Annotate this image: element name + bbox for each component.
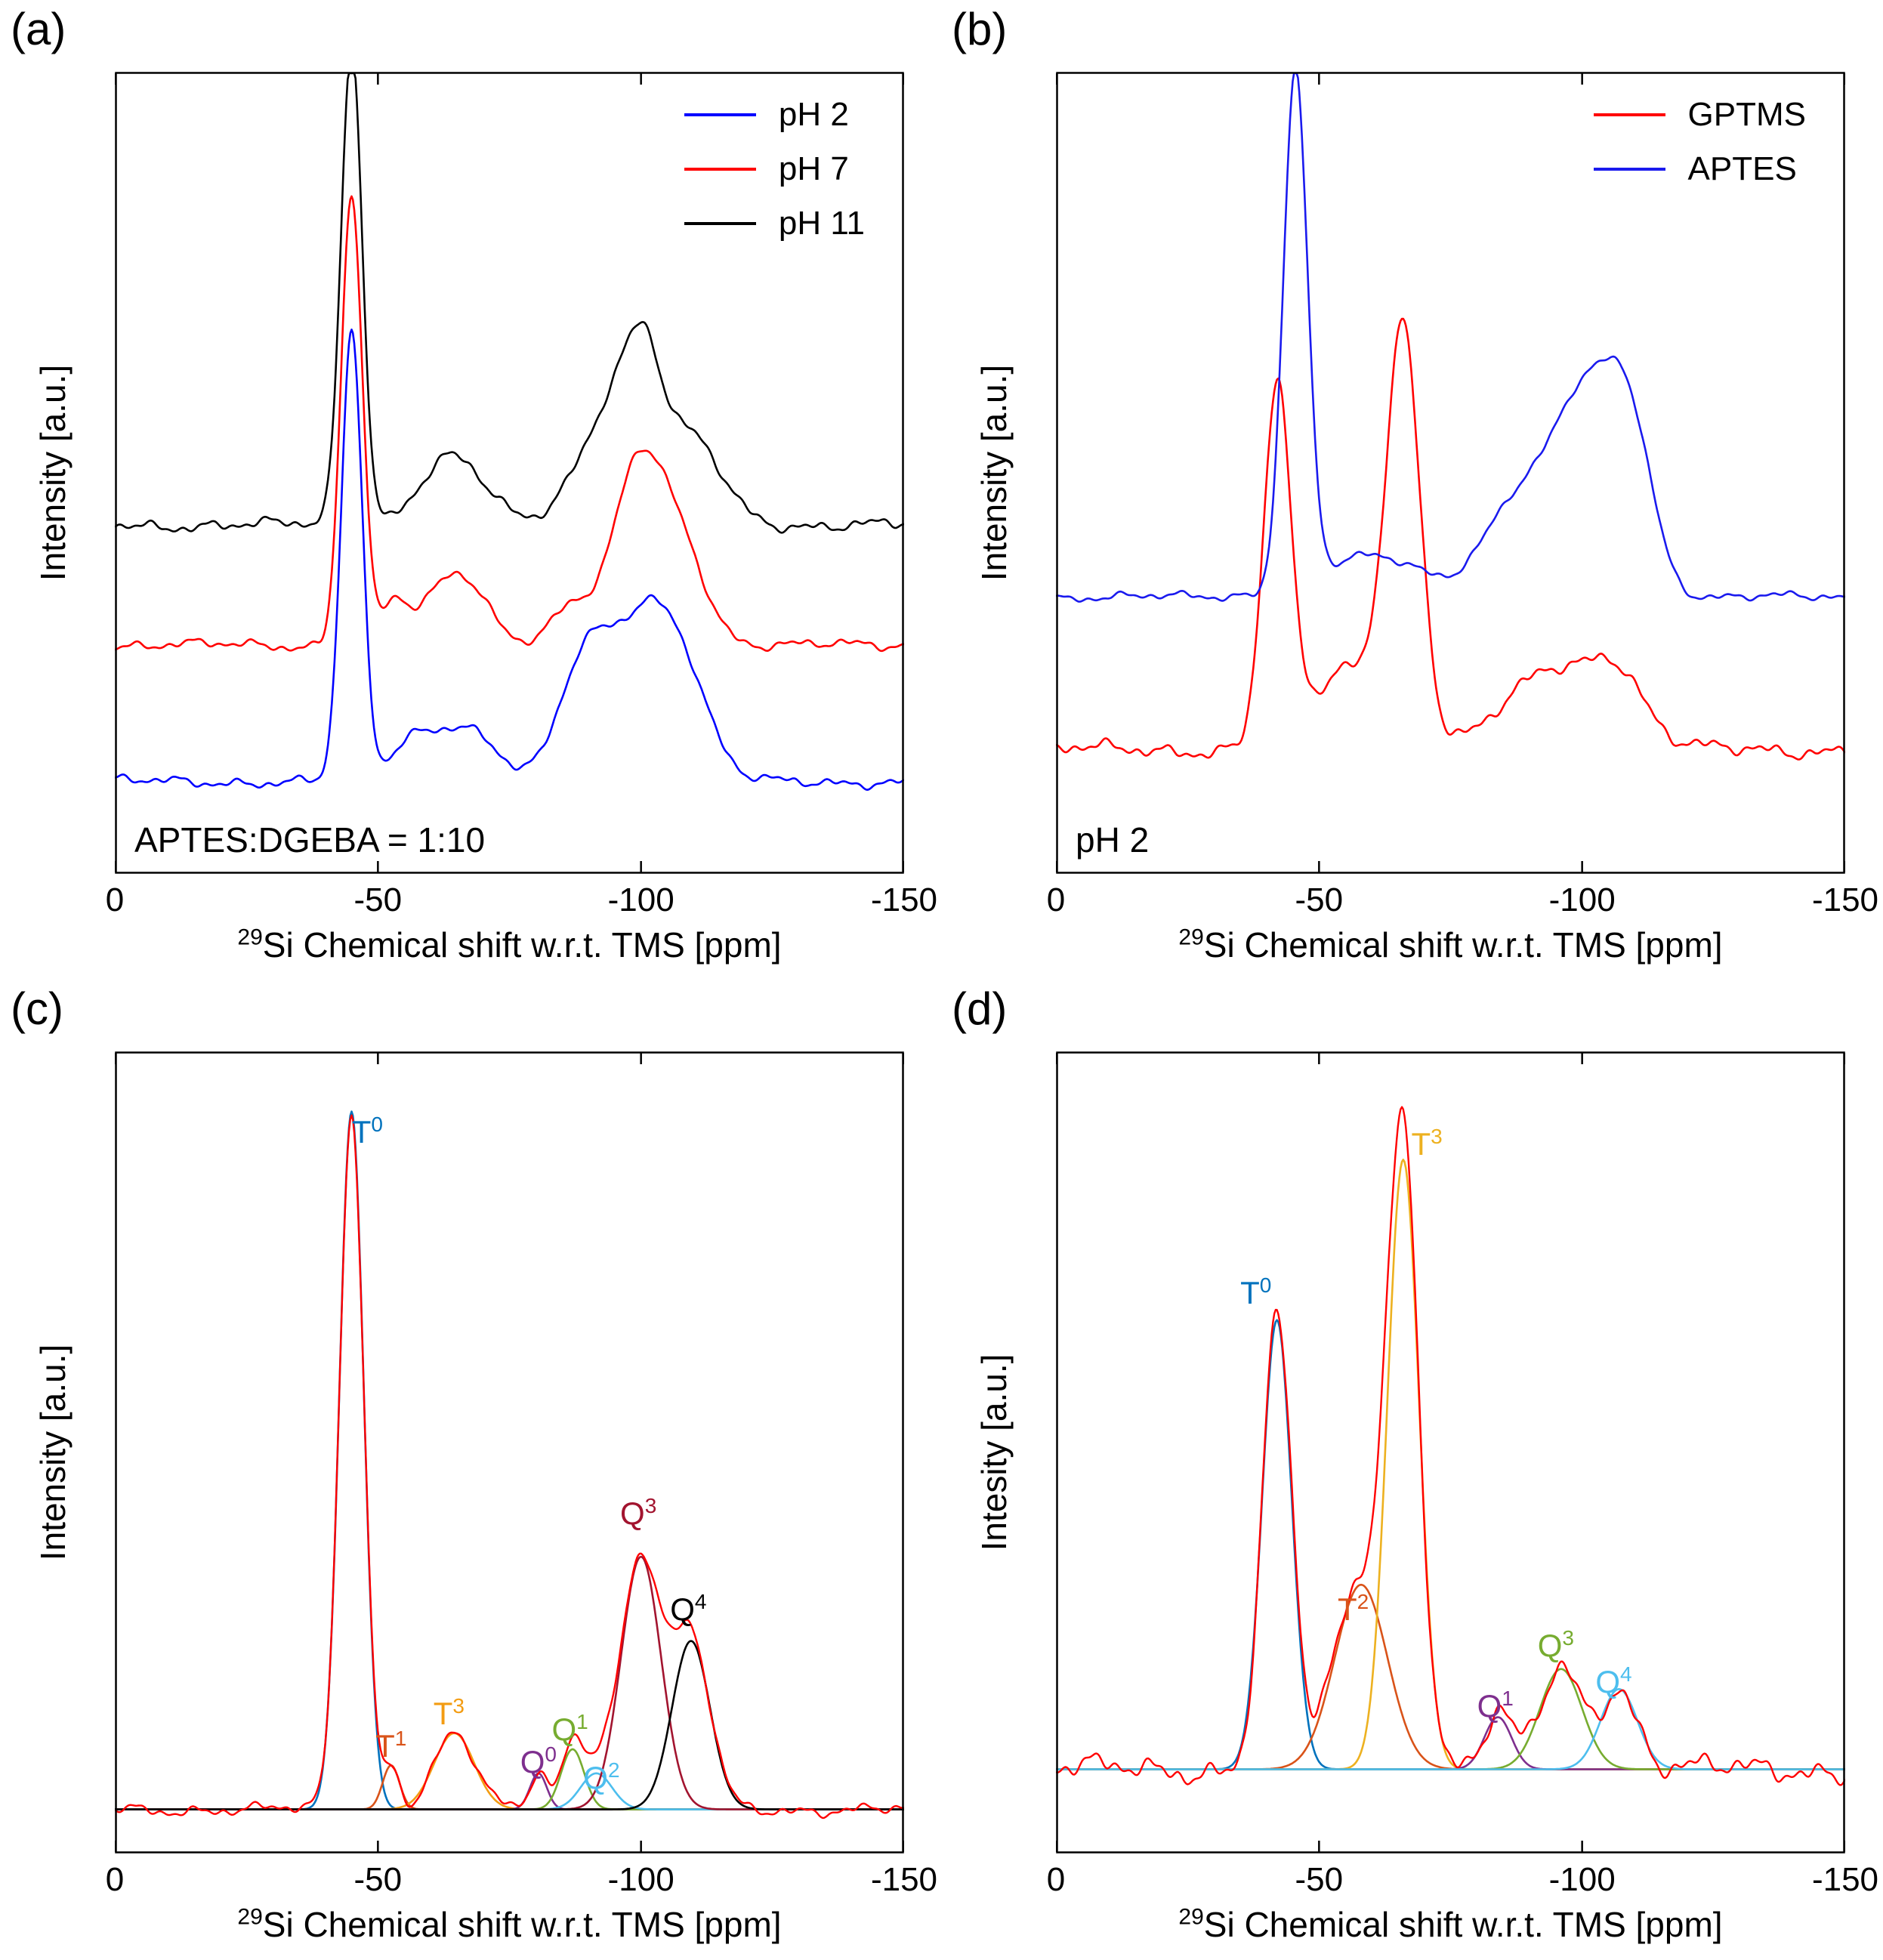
- spectrum-plot-b: [1056, 72, 1845, 874]
- y-axis-label-d: Intesity [a.u.]: [974, 1353, 1014, 1551]
- x-tick-label: -100: [607, 1861, 674, 1898]
- y-axis-label-a: Intensity [a.u.]: [33, 364, 73, 582]
- x-tick-labels-a: 0 -50 -100 -150: [106, 881, 937, 922]
- spectrum-series-q2-fit: [115, 1772, 904, 1810]
- spectrum-series-q1-fit: [115, 1748, 904, 1810]
- spectrum-series-t3-fit: [1056, 1159, 1845, 1770]
- spectrum-series-ph-11: [115, 72, 904, 534]
- x-tick-label: 0: [1046, 1861, 1066, 1898]
- plot-area-d: T0 T2 T3 Q1 Q3 Q4: [1056, 1051, 1845, 1854]
- x-tick-label: 0: [105, 1861, 125, 1898]
- plot-border: [1056, 1051, 1845, 1854]
- panel-letter-a: (a): [11, 4, 66, 54]
- x-tick-label: -100: [1548, 1861, 1616, 1898]
- panel-b: (b) Intensity [a.u.] GPTMS APTES pH 2 0 -50…: [941, 0, 1883, 980]
- panel-letter-d: (d): [952, 983, 1008, 1034]
- spectrum-series-aptes: [1056, 72, 1845, 603]
- x-tick-label: -150: [1811, 1861, 1879, 1898]
- spectrum-series-ph-2: [115, 329, 904, 792]
- x-tick-label: -50: [353, 1861, 403, 1898]
- spectrum-series-t0-fit: [1056, 1319, 1845, 1770]
- plot-border: [115, 1051, 904, 1854]
- spectrum-plot-d: [1056, 1051, 1845, 1854]
- spectrum-series-experimental: [1056, 1106, 1845, 1786]
- spectrum-series-t2-fit: [1056, 1583, 1845, 1770]
- spectrum-series-q0-fit: [115, 1772, 904, 1810]
- x-axis-label-a: 29Si Chemical shift w.r.t. TMS [ppm]: [115, 924, 904, 965]
- x-axis-label-b: 29Si Chemical shift w.r.t. TMS [ppm]: [1056, 924, 1845, 965]
- x-tick-labels-d: 0 -50 -100 -150: [1047, 1861, 1878, 1902]
- x-tick-label: -150: [1811, 881, 1879, 918]
- spectrum-series-gptms: [1056, 317, 1845, 761]
- x-tick-labels-c: 0 -50 -100 -150: [106, 1861, 937, 1902]
- plot-border: [115, 72, 904, 874]
- x-tick-labels-b: 0 -50 -100 -150: [1047, 881, 1878, 922]
- plot-area-b: GPTMS APTES pH 2: [1056, 72, 1845, 874]
- x-tick-label: -50: [1295, 881, 1344, 918]
- x-tick-label: 0: [1046, 881, 1066, 918]
- spectrum-plot-c: [115, 1051, 904, 1854]
- x-axis-label-text: Si Chemical shift w.r.t. TMS [ppm]: [262, 925, 782, 965]
- x-axis-label-text: Si Chemical shift w.r.t. TMS [ppm]: [1203, 925, 1723, 965]
- x-axis-label-superscript: 29: [237, 1904, 263, 1930]
- spectrum-series-q3-fit: [115, 1555, 904, 1810]
- x-tick-label: -150: [870, 1861, 938, 1898]
- x-tick-label: 0: [105, 881, 125, 918]
- x-tick-label: -150: [870, 881, 938, 918]
- y-axis-label-b: Intensity [a.u.]: [974, 364, 1014, 582]
- x-axis-label-text: Si Chemical shift w.r.t. TMS [ppm]: [1203, 1905, 1723, 1944]
- spectrum-plot-a: [115, 72, 904, 874]
- plot-area-c: T0 T1 T3 Q0 Q1 Q2 Q3 Q4: [115, 1051, 904, 1854]
- spectrum-series-q4-fit: [115, 1640, 904, 1810]
- panel-letter-c: (c): [11, 983, 63, 1034]
- x-axis-label-text: Si Chemical shift w.r.t. TMS [ppm]: [262, 1905, 782, 1944]
- x-tick-label: -50: [353, 881, 403, 918]
- spectrum-series-t0-fit: [115, 1110, 904, 1810]
- y-axis-label-c: Intensity [a.u.]: [33, 1344, 73, 1561]
- panel-c: (c) Intensity [a.u.] T0 T1 T3 Q0 Q1 Q2 Q3 Q4 0 -…: [0, 980, 941, 1960]
- plot-border: [1056, 72, 1845, 874]
- x-axis-label-superscript: 29: [1178, 924, 1204, 950]
- x-axis-label-superscript: 29: [1178, 1904, 1204, 1930]
- x-tick-label: -100: [607, 881, 674, 918]
- panel-letter-b: (b): [952, 4, 1008, 54]
- spectrum-series-t3-fit: [115, 1732, 904, 1810]
- spectrum-series-ph-7: [115, 195, 904, 653]
- panel-d: (d) Intesity [a.u.] T0 T2 T3 Q1 Q3 Q4 0 -50 -10…: [941, 980, 1883, 1960]
- spectrum-series-experimental: [115, 1114, 904, 1820]
- x-axis-label-d: 29Si Chemical shift w.r.t. TMS [ppm]: [1056, 1904, 1845, 1945]
- plot-area-a: pH 2 pH 7 pH 11 APTES:DGEBA = 1:10: [115, 72, 904, 874]
- x-axis-label-superscript: 29: [237, 924, 263, 950]
- x-tick-label: -100: [1548, 881, 1616, 918]
- panel-a: (a) Intensity [a.u.] pH 2 pH 7 pH 11 APTES:…: [0, 0, 941, 980]
- x-tick-label: -50: [1295, 1861, 1344, 1898]
- x-axis-label-c: 29Si Chemical shift w.r.t. TMS [ppm]: [115, 1904, 904, 1945]
